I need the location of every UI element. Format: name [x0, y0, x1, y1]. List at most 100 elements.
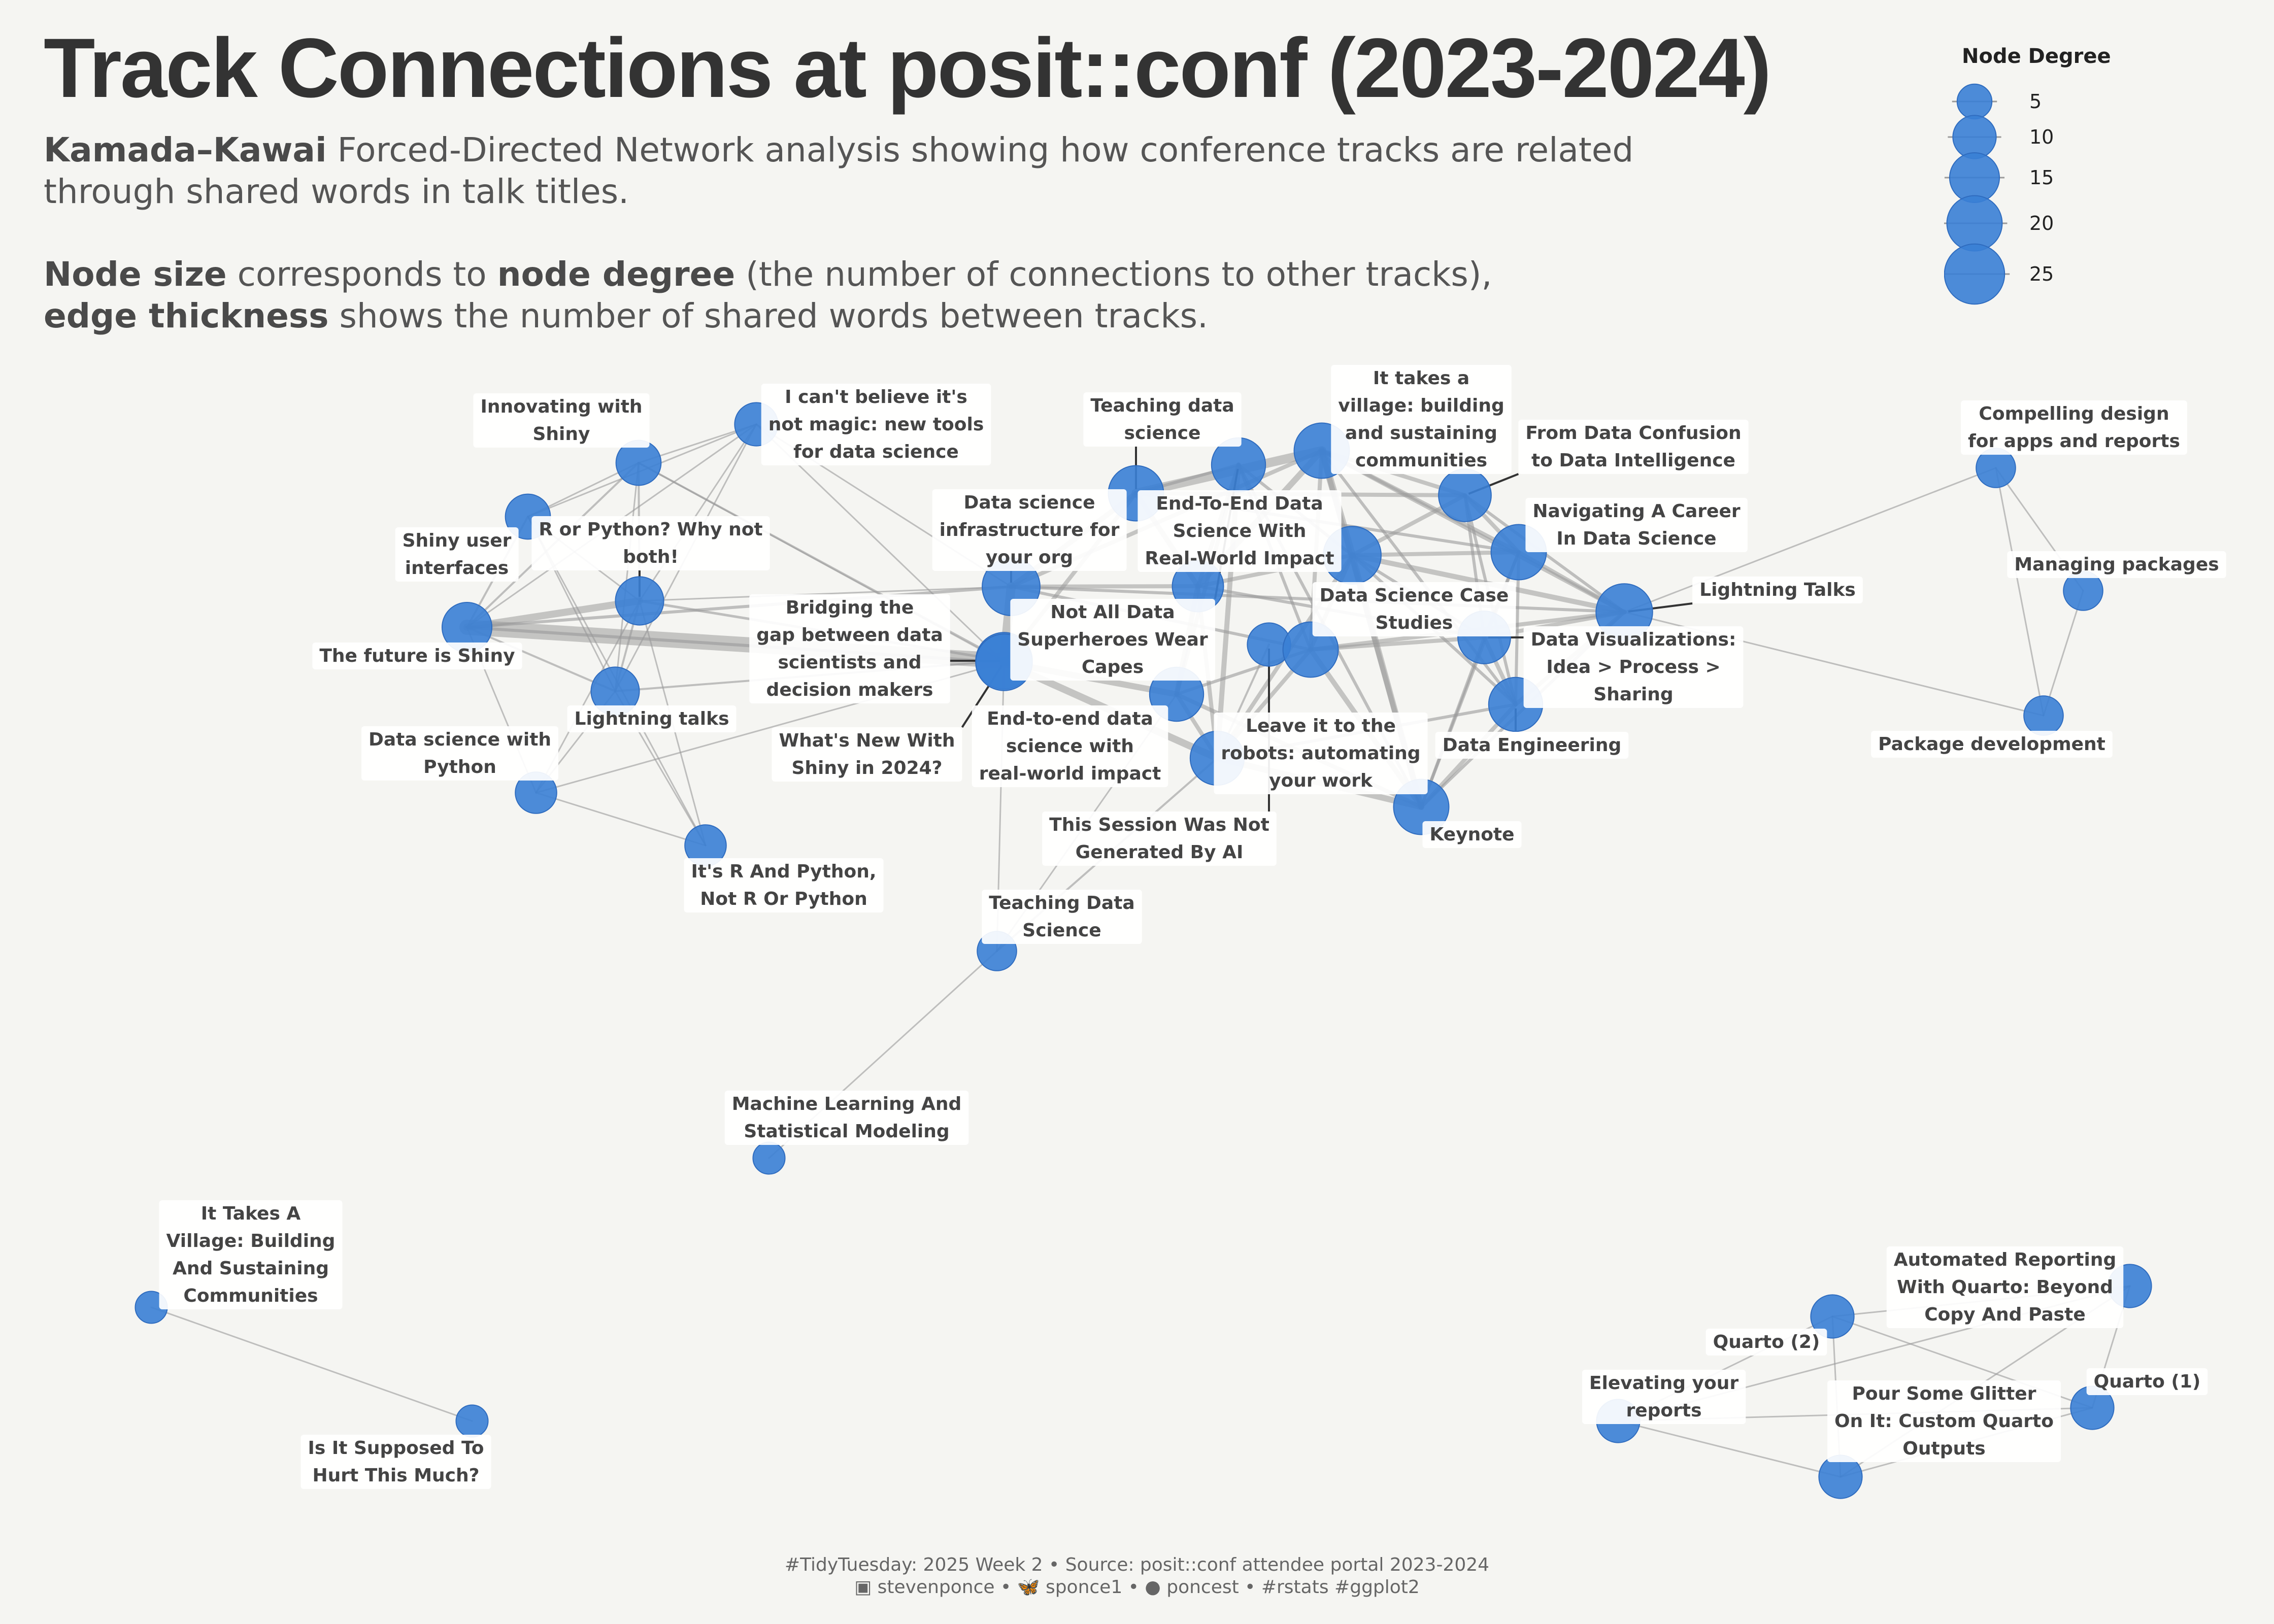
node-label-elevating: Elevating your reports	[1582, 1370, 1746, 1424]
node-label-hurt: Is It Supposed To Hurt This Much?	[300, 1435, 491, 1489]
legend-label: 20	[2029, 212, 2054, 234]
label-box	[1010, 599, 1215, 681]
legend-circle	[1944, 243, 2005, 305]
label-box	[772, 727, 962, 782]
legend-item: 5	[1952, 83, 2042, 120]
node-label-lt_lower: Lightning talks	[567, 705, 737, 732]
node-pkgdev	[2023, 695, 2064, 736]
node-degree-legend: 5 10 15 20 25	[1944, 83, 2054, 305]
label-box	[1083, 392, 1242, 447]
chart-title: Track Connections at posit::conf (2023-2…	[44, 21, 1771, 115]
svg-text:Managing packages: Managing packages	[2014, 554, 2219, 575]
svg-text:Keynote: Keynote	[1429, 824, 1514, 845]
label-box	[300, 1435, 491, 1489]
node-rpy	[615, 576, 664, 626]
label-box	[395, 527, 519, 582]
edge	[1420, 636, 1486, 808]
label-box	[1582, 1370, 1746, 1424]
svg-text:Lightning Talks: Lightning Talks	[1699, 580, 1856, 600]
node-label-mlstat: Machine Learning And Statistical Modeling	[724, 1091, 969, 1145]
legend-label: 10	[2029, 126, 2054, 148]
node-label-casestudies: Data Science Case Studies	[1312, 582, 1516, 636]
node-label-dataeng: Data Engineering	[1435, 732, 1629, 759]
subtitle-text: Forced-Directed Network analysis showing…	[326, 130, 1634, 170]
subtitle-bold-method: Kamada–Kawai	[44, 130, 327, 170]
label-box	[1422, 821, 1522, 848]
label-box	[1961, 400, 2187, 455]
legend-label: 25	[2029, 263, 2054, 285]
node-label-teachDS2: Teaching Data Science	[982, 890, 1142, 944]
node-label-rpy: R or Python? Why not both!	[531, 516, 770, 570]
label-box	[1312, 582, 1516, 636]
subtitle-text: shows the number of shared words between…	[328, 296, 1208, 335]
node-label-notall: Not All Data Superheroes Wear Capes	[1010, 599, 1215, 681]
label-box	[1692, 577, 1863, 603]
label-box	[1331, 365, 1512, 474]
edge	[150, 1306, 473, 1422]
label-box	[1214, 713, 1428, 794]
node-label-dspy: Data science with Python	[361, 726, 559, 781]
subtitle-bold-edge-thickness: edge thickness	[44, 296, 329, 335]
label-box	[1886, 1246, 2124, 1328]
edge	[535, 792, 707, 847]
node-label-e2e_lower: End-to-end data science with real-world im…	[972, 705, 1168, 787]
node-quarto2	[1810, 1294, 1855, 1339]
node-label-innov: Innovating with Shiny	[473, 393, 650, 448]
edge	[1617, 1420, 1842, 1478]
node-label-lt_upper: Lightning Talks	[1692, 577, 1863, 603]
node-label-keynote: Keynote	[1422, 821, 1522, 848]
node-label-magic: I can't believe it's not magic: new tools…	[761, 384, 991, 465]
svg-text:It's R And Python,Not R Or Pyt: It's R And Python, Not R Or Python	[691, 861, 876, 909]
node-label-compelling: Compelling design for apps and reports	[1961, 400, 2187, 455]
edge	[1623, 467, 1997, 613]
node-label-robots: Leave it to the robots: automating your wo…	[1214, 713, 1428, 794]
label-box	[2007, 551, 2226, 578]
edge	[639, 423, 757, 602]
node-label-confusion: From Data Confusion to Data Intelligence	[1518, 420, 1749, 474]
node-label-rpy2: It's R And Python, Not R Or Python	[684, 858, 884, 912]
label-box	[361, 726, 559, 781]
caption-source: #TidyTuesday: 2025 Week 2 • Source: posi…	[784, 1554, 1490, 1575]
node-mlstat	[752, 1141, 786, 1175]
svg-text:Quarto (2): Quarto (2)	[1713, 1332, 1820, 1352]
legend-item: 20	[1944, 195, 2054, 252]
labels-layer: Innovating with Shiny I can't believe it's…	[159, 365, 2226, 1489]
edge	[463, 597, 643, 631]
label-box	[1525, 498, 1748, 552]
label-box	[1827, 1380, 2061, 1462]
subtitle-text: corresponds to	[226, 255, 497, 294]
node-label-future: The future is Shiny	[312, 642, 522, 669]
node-label-pkgdev: Package development	[1871, 731, 2113, 758]
edge	[465, 585, 1013, 629]
label-box	[567, 705, 737, 732]
subtitle-bold-node-degree: node degree	[497, 255, 735, 294]
edge	[466, 626, 616, 692]
node-label-villageB: It Takes A Village: Building And Sustainin…	[159, 1200, 343, 1309]
subtitle-text: (the number of connections to other trac…	[735, 255, 1492, 294]
label-box	[1042, 811, 1277, 866]
svg-text:Lightning talks: Lightning talks	[575, 708, 729, 729]
node-label-career: Navigating A Career In Data Science	[1525, 498, 1748, 552]
node-label-village: It takes a village: building and sustainin…	[1331, 365, 1512, 474]
